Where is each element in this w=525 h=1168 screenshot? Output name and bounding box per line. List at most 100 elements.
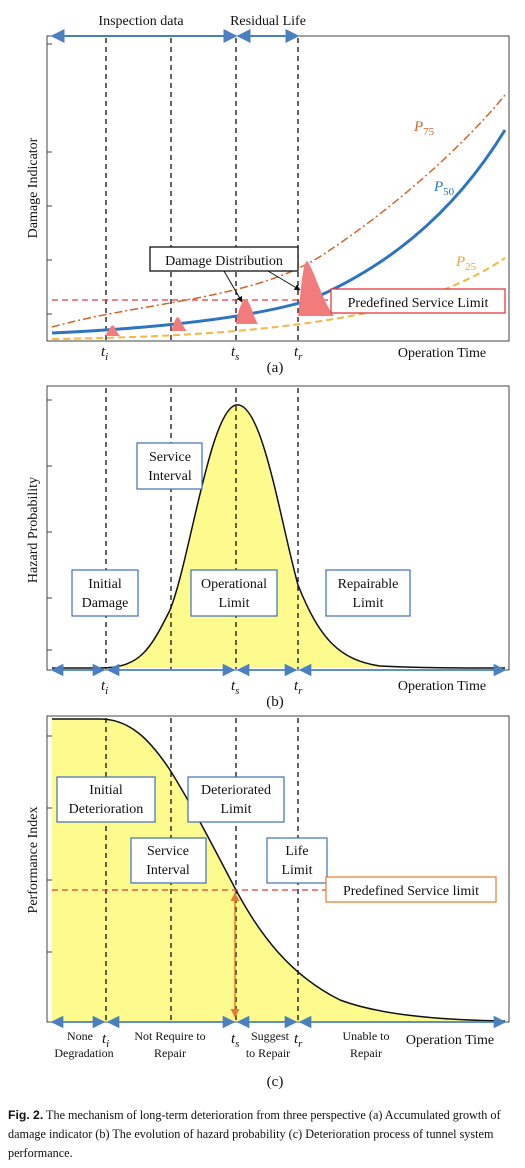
p25-label: P25 bbox=[455, 254, 477, 273]
panel-b-tr: tr bbox=[294, 678, 303, 697]
panel-a-tr-sub: r bbox=[298, 351, 303, 363]
panel-b-tr-sub: r bbox=[298, 685, 303, 697]
figure-caption-text: The mechanism of long-term deterioration… bbox=[8, 1108, 501, 1160]
panel-c-ti-sub: i bbox=[106, 1038, 109, 1050]
residual-life-label: Residual Life bbox=[230, 14, 306, 29]
panel-b-ti: ti bbox=[101, 678, 108, 697]
panel-c-tr-sub: r bbox=[298, 1038, 303, 1050]
life-limit-line2: Limit bbox=[281, 863, 312, 878]
panel-b-ti-base: t bbox=[101, 678, 106, 694]
panel-b-ts: ts bbox=[231, 678, 239, 697]
service-interval-box-c bbox=[130, 837, 207, 884]
panel-b-ti-sub: i bbox=[105, 685, 108, 697]
unable-line2: Repair bbox=[350, 1046, 382, 1060]
initial-damage-line1: Initial bbox=[88, 577, 122, 592]
panel-a-ti-base: t bbox=[101, 344, 106, 360]
service-interval-b-line1: Service bbox=[149, 450, 191, 465]
repairable-limit-line1: Repairable bbox=[338, 577, 399, 592]
panel-a-x-label: Operation Time bbox=[398, 346, 486, 361]
panel-b-caption-letter: (b) bbox=[266, 694, 284, 710]
service-interval-c-line1: Service bbox=[147, 844, 189, 859]
panel-a-tr-base: t bbox=[294, 344, 299, 360]
initial-deterioration-box bbox=[56, 776, 156, 823]
operational-limit-line1: Operational bbox=[201, 577, 267, 592]
p75-label-sub: 75 bbox=[423, 126, 435, 138]
panel-b-ts-sub: s bbox=[235, 685, 239, 697]
panel-c-x-label: Operation Time bbox=[406, 1033, 494, 1048]
p25-label-sub: 25 bbox=[465, 261, 477, 273]
initial-damage-box bbox=[71, 569, 139, 617]
panel-b-ts-base: t bbox=[231, 678, 236, 694]
p25-curve bbox=[51, 257, 506, 340]
panel-a-caption-letter: (a) bbox=[267, 360, 284, 376]
panel-a-time-markers bbox=[105, 38, 299, 340]
panel-c-caption-letter: (c) bbox=[267, 1074, 284, 1090]
deteriorated-limit-line2: Limit bbox=[220, 802, 251, 817]
operational-limit-line2: Limit bbox=[218, 596, 249, 611]
panel-c-tr: tr bbox=[294, 1031, 303, 1050]
unable-line1: Unable to bbox=[343, 1029, 390, 1043]
service-limit-label-a: Predefined Service Limit bbox=[348, 296, 489, 311]
damage-dist-4 bbox=[298, 261, 334, 318]
operational-limit-box bbox=[190, 569, 278, 617]
panel-b-tr-base: t bbox=[294, 678, 299, 694]
suggest-line2: to Repair bbox=[246, 1046, 290, 1060]
damage-dist-1 bbox=[106, 325, 120, 336]
initial-deterioration-line2: Deterioration bbox=[69, 802, 144, 817]
repairable-limit-box bbox=[325, 569, 411, 617]
panel-c-ti-base: t bbox=[102, 1031, 107, 1047]
life-limit-line1: Life bbox=[285, 844, 308, 859]
p75-curve bbox=[51, 94, 506, 328]
initial-deterioration-line1: Initial bbox=[89, 783, 123, 798]
panel-c-tr-base: t bbox=[294, 1031, 299, 1047]
panel-c-ts-base: t bbox=[231, 1031, 236, 1047]
panel-b-y-ticks bbox=[47, 399, 52, 651]
damage-dist-3 bbox=[236, 299, 258, 324]
inspection-data-label: Inspection data bbox=[98, 14, 184, 29]
damage-dist-2 bbox=[171, 317, 187, 332]
figure-caption-label: Fig. 2. bbox=[8, 1108, 44, 1122]
performance-fill bbox=[52, 719, 505, 1021]
figure-caption: Fig. 2. The mechanism of long-term deter… bbox=[8, 1106, 520, 1163]
none-degradation-line1: None bbox=[67, 1029, 93, 1043]
panel-c-ts: ts bbox=[231, 1031, 239, 1050]
service-limit-box-c bbox=[325, 876, 497, 903]
panel-a-y-ticks bbox=[47, 43, 52, 315]
deteriorated-limit-box bbox=[187, 776, 285, 823]
p25-label-base: P bbox=[455, 254, 465, 270]
suggest-line1: Suggest bbox=[251, 1029, 290, 1043]
initial-damage-line2: Damage bbox=[82, 596, 129, 611]
life-limit-box bbox=[266, 837, 328, 884]
service-interval-box-b bbox=[136, 442, 203, 490]
panel-a-ts: ts bbox=[231, 344, 239, 363]
panel-b-x-label: Operation Time bbox=[398, 679, 486, 694]
deteriorated-limit-line1: Deteriorated bbox=[201, 783, 271, 798]
p75-label-base: P bbox=[413, 119, 423, 135]
panel-a-tr: tr bbox=[294, 344, 303, 363]
service-limit-box-a bbox=[330, 288, 506, 314]
panel-b-y-label: Hazard Probability bbox=[26, 477, 41, 583]
service-limit-label-c: Predefined Service limit bbox=[343, 884, 479, 899]
panel-c-ts-sub: s bbox=[235, 1038, 239, 1050]
p50-label: P50 bbox=[433, 179, 455, 198]
damage-distribution-arrow-1 bbox=[223, 270, 243, 303]
p50-label-base: P bbox=[433, 179, 443, 195]
service-interval-b-line2: Interval bbox=[148, 469, 192, 484]
damage-distribution-arrow-2 bbox=[267, 270, 301, 291]
not-require-line2: Repair bbox=[154, 1046, 186, 1060]
panel-c: Initial Deterioration Deteriorated Limit… bbox=[26, 715, 510, 1090]
panel-c-y-ticks bbox=[47, 735, 52, 953]
panel-c-y-label: Performance Index bbox=[26, 807, 41, 914]
damage-distribution-label: Damage Distribution bbox=[165, 254, 283, 269]
panel-b: Service Interval Initial Damage Operatio… bbox=[26, 385, 510, 710]
hazard-fill bbox=[52, 404, 505, 668]
none-degradation-line2: Degradation bbox=[54, 1046, 113, 1060]
panel-a-ts-base: t bbox=[231, 344, 236, 360]
panel-c-ti: ti bbox=[102, 1031, 109, 1050]
service-interval-c-line2: Interval bbox=[146, 863, 190, 878]
p75-label: P75 bbox=[413, 119, 435, 138]
p50-label-sub: 50 bbox=[443, 186, 455, 198]
repairable-limit-line2: Limit bbox=[352, 596, 383, 611]
panel-a-y-label: Damage Indicator bbox=[26, 137, 41, 238]
